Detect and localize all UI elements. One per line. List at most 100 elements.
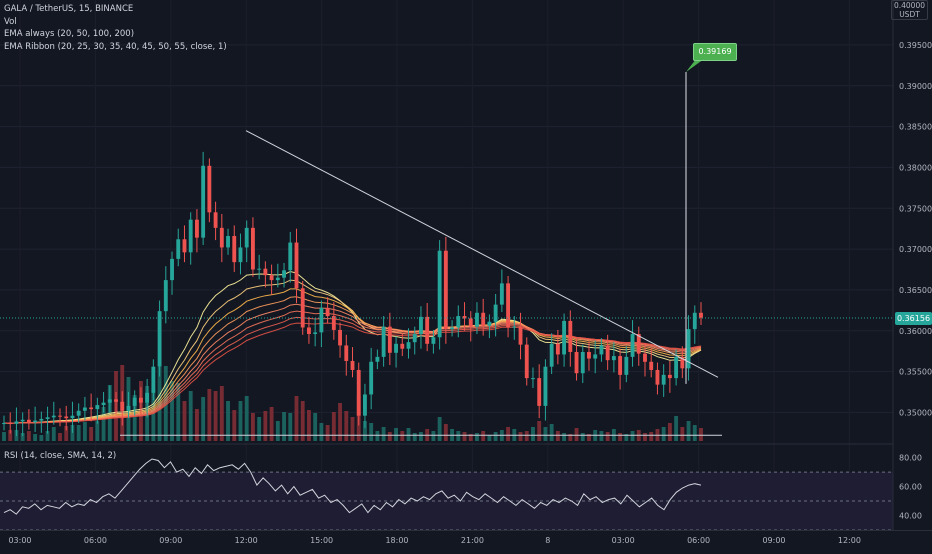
candle-body[interactable]: [307, 327, 311, 335]
time-axis-label[interactable]: 06:00: [687, 536, 710, 545]
candle-body[interactable]: [201, 165, 206, 238]
price-axis-label[interactable]: 0.37000: [899, 245, 932, 254]
candle-body[interactable]: [443, 250, 448, 330]
candle-body[interactable]: [437, 250, 442, 338]
rsi-axis-label[interactable]: 80.00: [899, 454, 922, 463]
candle-body[interactable]: [630, 334, 635, 357]
candle-body[interactable]: [699, 312, 703, 318]
candle-body[interactable]: [643, 353, 647, 362]
candle-body[interactable]: [338, 329, 342, 346]
candle-body[interactable]: [661, 374, 666, 385]
candle-body[interactable]: [587, 351, 591, 359]
candle-body[interactable]: [624, 356, 629, 375]
candle-body[interactable]: [655, 369, 660, 385]
candle-body[interactable]: [462, 316, 467, 319]
price-callout[interactable]: 0.39169: [693, 43, 737, 61]
candle-body[interactable]: [419, 316, 423, 335]
time-axis-label[interactable]: 09:00: [159, 536, 182, 545]
time-axis-label[interactable]: 12:00: [235, 536, 258, 545]
ema-always-label[interactable]: EMA always (20, 50, 100, 200): [4, 29, 135, 40]
candle-body[interactable]: [145, 392, 150, 403]
candle-body[interactable]: [82, 407, 87, 411]
candle-body[interactable]: [64, 416, 69, 419]
candle-body[interactable]: [294, 242, 299, 289]
candle-body[interactable]: [406, 342, 411, 349]
quote-currency-badge[interactable]: 0.40000 USDT: [890, 0, 928, 20]
candle-body[interactable]: [512, 326, 517, 328]
rsi-axis-label[interactable]: 40.00: [899, 512, 922, 521]
candle-body[interactable]: [8, 423, 13, 425]
candle-body[interactable]: [574, 351, 579, 374]
price-axis-label[interactable]: 0.35000: [899, 408, 932, 417]
candle-body[interactable]: [14, 421, 19, 424]
candle-body[interactable]: [487, 321, 492, 326]
candle-body[interactable]: [238, 247, 243, 263]
candle-body[interactable]: [257, 268, 262, 270]
candle-body[interactable]: [381, 326, 386, 357]
candle-body[interactable]: [226, 236, 230, 248]
candle-body[interactable]: [51, 415, 56, 418]
candle-body[interactable]: [499, 283, 504, 305]
candle-body[interactable]: [618, 356, 623, 375]
volume-indicator-label[interactable]: Vol: [4, 16, 17, 27]
candle-body[interactable]: [170, 258, 174, 281]
candle-body[interactable]: [263, 268, 268, 276]
candle-body[interactable]: [425, 316, 430, 344]
candle-body[interactable]: [543, 366, 548, 406]
rsi-line[interactable]: [3, 458, 702, 515]
candle-body[interactable]: [319, 307, 324, 333]
candle-body[interactable]: [282, 270, 286, 278]
time-axis-label[interactable]: 03:00: [8, 536, 31, 545]
price-axis-label[interactable]: 0.38500: [899, 123, 932, 132]
candle-body[interactable]: [636, 334, 641, 354]
candle-body[interactable]: [692, 312, 697, 330]
candle-body[interactable]: [531, 378, 535, 380]
time-axis-label[interactable]: 8: [545, 536, 550, 545]
candle-body[interactable]: [363, 394, 367, 416]
price-axis-label[interactable]: 0.38000: [899, 163, 932, 172]
candle-body[interactable]: [667, 374, 672, 379]
candle-body[interactable]: [524, 344, 529, 379]
candle-body[interactable]: [313, 332, 318, 335]
price-axis-label[interactable]: 0.37500: [899, 204, 932, 213]
candle-body[interactable]: [686, 329, 691, 369]
candle-body[interactable]: [132, 397, 137, 406]
candle-body[interactable]: [456, 316, 461, 328]
candle-body[interactable]: [475, 312, 479, 327]
candle-body[interactable]: [89, 407, 94, 410]
candle-body[interactable]: [120, 401, 125, 411]
candle-body[interactable]: [194, 219, 199, 238]
candle-body[interactable]: [680, 356, 685, 369]
price-axis-label[interactable]: 0.36500: [899, 286, 932, 295]
candle-body[interactable]: [213, 212, 218, 228]
candle-body[interactable]: [674, 356, 679, 379]
price-axis-label[interactable]: 0.39500: [899, 41, 932, 50]
candle-body[interactable]: [537, 378, 542, 406]
candle-body[interactable]: [356, 369, 361, 416]
trendline[interactable]: [245, 130, 719, 378]
candle-body[interactable]: [151, 366, 156, 393]
candle-body[interactable]: [568, 320, 573, 352]
candle-body[interactable]: [649, 361, 654, 370]
candle-body[interactable]: [375, 356, 380, 362]
candle-body[interactable]: [20, 419, 25, 422]
candle-body[interactable]: [207, 165, 212, 213]
candle-body[interactable]: [95, 405, 100, 410]
candle-body[interactable]: [45, 417, 50, 419]
candle-body[interactable]: [493, 304, 498, 322]
candle-body[interactable]: [163, 280, 168, 312]
candle-body[interactable]: [2, 423, 6, 425]
candle-body[interactable]: [611, 356, 616, 361]
candle-body[interactable]: [450, 327, 455, 330]
candle-body[interactable]: [275, 277, 280, 281]
candle-body[interactable]: [593, 354, 598, 359]
candle-body[interactable]: [70, 415, 75, 419]
candle-body[interactable]: [219, 227, 224, 248]
candle-body[interactable]: [176, 239, 181, 259]
candle-body[interactable]: [518, 326, 523, 345]
time-axis-label[interactable]: 03:00: [612, 536, 635, 545]
symbol-title[interactable]: GALA / TetherUS, 15, BINANCE: [4, 4, 134, 14]
